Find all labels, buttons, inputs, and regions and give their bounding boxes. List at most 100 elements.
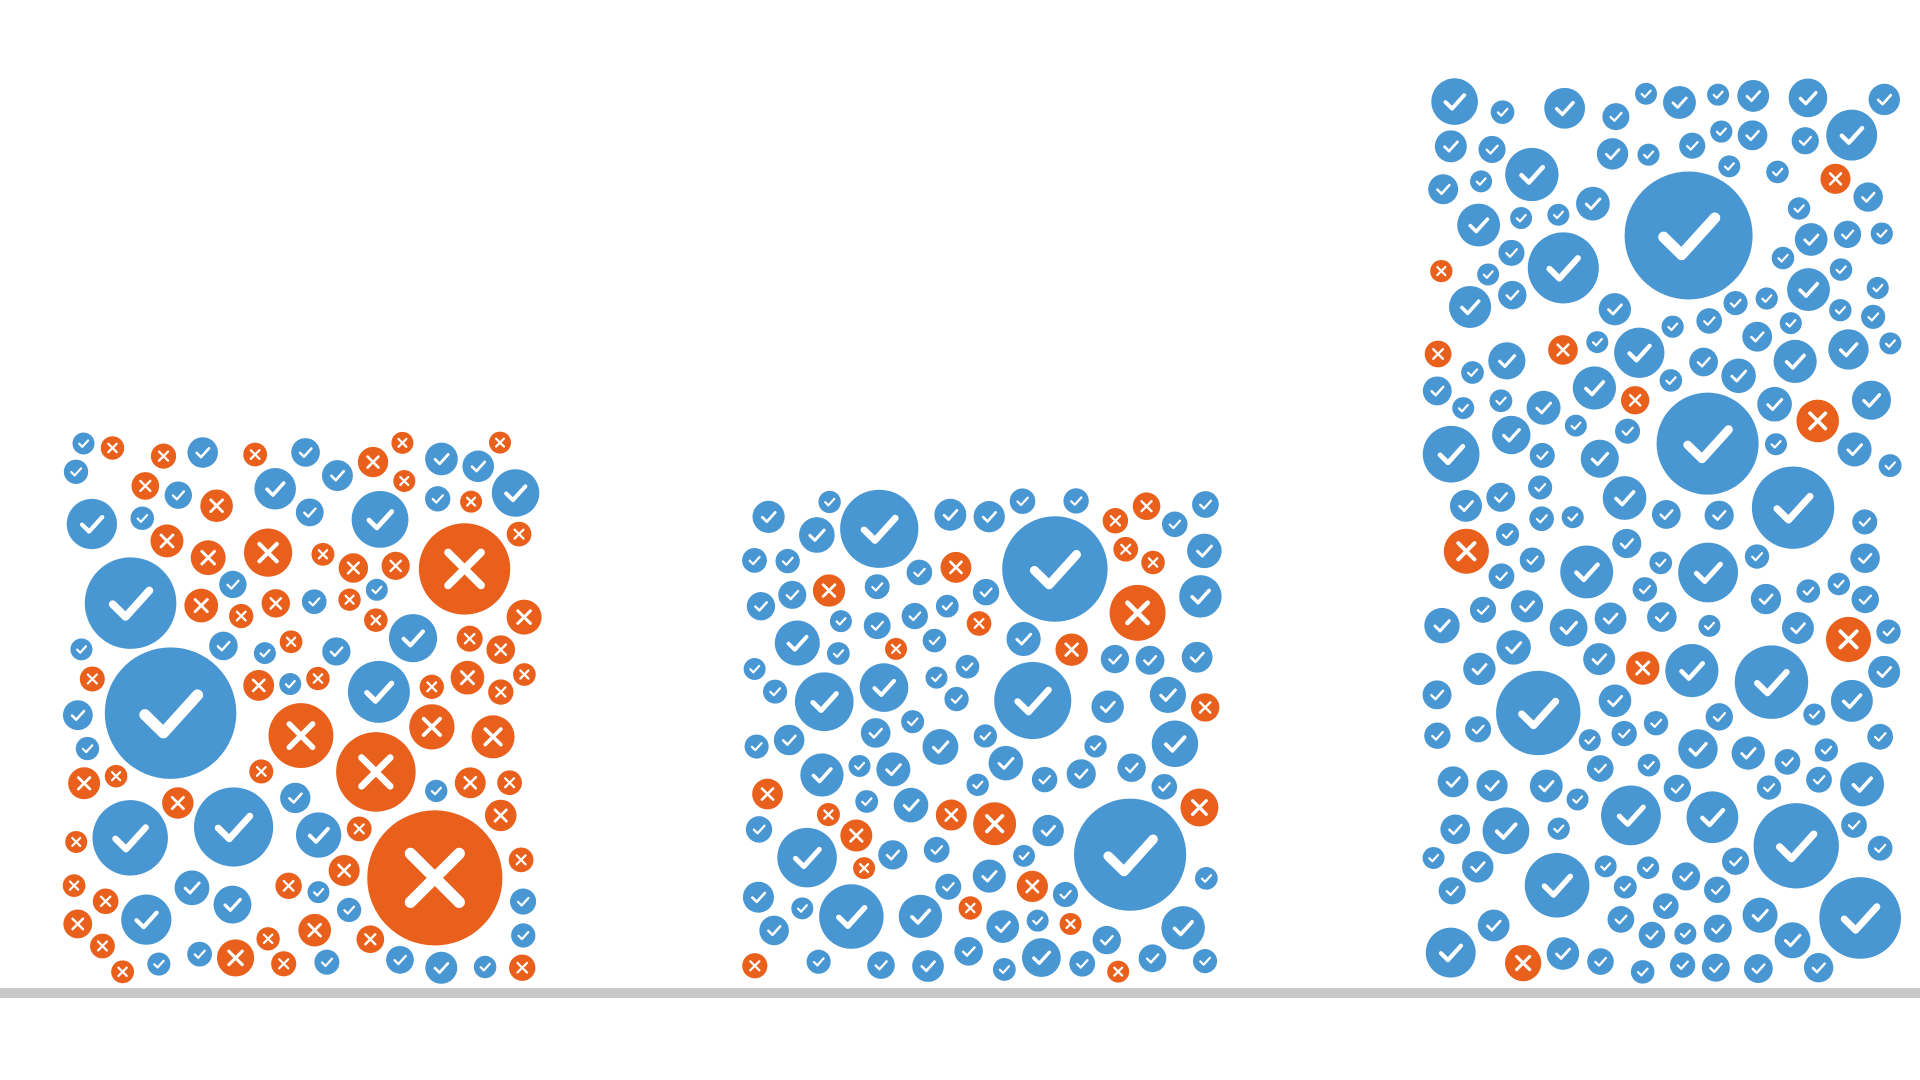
check-bubble (819, 884, 884, 949)
check-bubble (1703, 914, 1732, 943)
check-bubble (777, 827, 837, 888)
check-bubble (1496, 630, 1531, 665)
check-bubble (1841, 812, 1867, 838)
bar-2 (742, 488, 1222, 983)
check-bubble (1566, 788, 1589, 811)
check-mark (1674, 922, 1697, 945)
check-bubble (1469, 596, 1497, 623)
check-mark (425, 951, 458, 984)
check-mark (1528, 475, 1553, 500)
x-icon (68, 880, 80, 891)
check-icon (1534, 483, 1547, 493)
check-bubble (1707, 83, 1730, 106)
check-bubble (425, 951, 458, 984)
check-icon (371, 585, 383, 595)
check-mark (1638, 921, 1666, 949)
check-icon (1812, 775, 1826, 785)
x-icon (821, 583, 837, 598)
check-bubble (1878, 454, 1902, 478)
cross-mark (489, 431, 512, 454)
check-icon (1704, 621, 1716, 631)
check-bubble (164, 481, 192, 509)
check-icon (1841, 229, 1855, 240)
check-mark (336, 897, 362, 923)
check-bubble (1613, 875, 1637, 899)
check-bubble (147, 952, 171, 976)
check-icon (1552, 210, 1564, 220)
cross-mark (150, 524, 184, 558)
check-icon (1771, 167, 1784, 177)
check-bubble (1505, 147, 1559, 202)
check-bubble (425, 442, 458, 476)
x-icon (1198, 701, 1212, 714)
check-bubble (922, 729, 959, 765)
check-icon (1884, 461, 1896, 471)
check-mark (922, 729, 959, 765)
check-bubble (898, 894, 943, 939)
check-bubble (1827, 572, 1851, 596)
check-mark (1787, 268, 1830, 312)
cross-mark (816, 803, 840, 827)
check-bubble (1488, 563, 1515, 590)
check-bubble (1477, 263, 1500, 286)
check-mark (1643, 710, 1669, 736)
check-bubble (174, 870, 210, 906)
cross-mark (973, 802, 1017, 846)
check-mark (819, 884, 884, 949)
cross-mark (62, 874, 86, 897)
x-icon (1120, 543, 1132, 555)
check-icon (1785, 319, 1797, 328)
check-mark (934, 498, 967, 531)
x-icon (139, 479, 152, 493)
check-mark (1764, 433, 1787, 456)
check-bubble (1084, 735, 1107, 758)
cross-mark (812, 574, 846, 607)
check-bubble (1161, 906, 1205, 950)
check-icon (748, 555, 761, 566)
check-mark (1578, 729, 1601, 752)
check-bubble (973, 501, 1005, 533)
check-icon (1470, 861, 1486, 873)
check-icon (1745, 90, 1762, 103)
check-mark (1833, 220, 1862, 249)
check-icon (1163, 735, 1187, 753)
check-mark (1425, 927, 1476, 978)
check-icon (1712, 90, 1724, 100)
check-bubble (314, 949, 340, 975)
check-icon (1559, 620, 1578, 635)
check-bubble (1774, 922, 1811, 959)
check-bubble (1488, 342, 1526, 380)
check-icon (183, 881, 201, 895)
check-mark (1151, 720, 1199, 767)
check-icon (1712, 510, 1727, 521)
cross-mark (328, 854, 360, 887)
check-bubble (1449, 285, 1492, 329)
cross-mark (853, 857, 876, 880)
check-bubble (1069, 950, 1096, 977)
check-mark (1477, 263, 1500, 286)
cross-mark (506, 521, 532, 547)
check-bubble (826, 642, 850, 665)
check-bubble (72, 432, 95, 455)
check-icon (1882, 627, 1895, 637)
check-mark (973, 501, 1005, 533)
check-bubble (925, 666, 948, 689)
check-bubble (1764, 433, 1787, 456)
check-mark (876, 752, 911, 787)
check-icon (1032, 916, 1044, 926)
check-mark (253, 642, 276, 665)
check-mark (1796, 579, 1821, 603)
check-bubble (1547, 203, 1570, 226)
cross-mark (357, 446, 389, 478)
check-icon (214, 812, 254, 843)
check-mark (1652, 893, 1679, 919)
check-bubble (1743, 954, 1773, 983)
x-icon (859, 863, 870, 874)
x-icon (944, 808, 959, 822)
check-mark (1576, 186, 1610, 221)
check-mark (1840, 762, 1885, 807)
check-icon (1018, 851, 1030, 861)
check-icon (1158, 782, 1171, 792)
cross-mark (940, 551, 972, 583)
